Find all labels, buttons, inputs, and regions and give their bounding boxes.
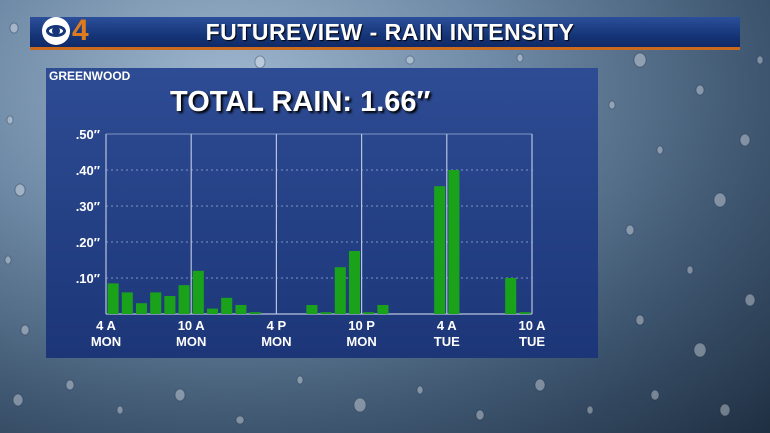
rain-bar: [377, 305, 389, 314]
rain-bar: [505, 278, 517, 314]
rain-bar: [363, 312, 375, 314]
rain-bar: [107, 283, 119, 314]
x-tick-day-label: MON: [176, 334, 206, 349]
x-tick-label: 4 A: [96, 318, 116, 333]
rain-bar: [164, 296, 176, 314]
rain-bar: [150, 292, 162, 314]
cbs-eye-icon: [42, 17, 70, 45]
y-tick-label: .30″: [76, 199, 100, 214]
y-tick-label: .20″: [76, 235, 100, 250]
x-tick-day-label: MON: [346, 334, 376, 349]
rain-bar: [448, 170, 460, 314]
rain-bar: [519, 312, 531, 314]
rain-bar: [249, 312, 261, 314]
logo-number: 4: [72, 14, 89, 47]
rain-bar: [348, 251, 361, 314]
station-logo: 4: [42, 15, 112, 47]
rain-bar: [206, 308, 219, 314]
x-tick-day-label: TUE: [519, 334, 545, 349]
y-tick-label: .10″: [76, 271, 100, 286]
rain-bar: [235, 305, 247, 314]
rain-bar: [121, 292, 133, 314]
rain-bar: [192, 270, 204, 314]
rain-bar: [221, 297, 233, 314]
rain-bar: [434, 186, 446, 314]
x-tick-label: 10 A: [519, 318, 547, 333]
x-tick-day-label: MON: [91, 334, 121, 349]
rain-bar: [135, 303, 148, 314]
total-rain-label: TOTAL RAIN: 1.66″: [170, 86, 431, 118]
location-label: GREENWOOD: [49, 69, 131, 83]
y-tick-label: .40″: [76, 163, 100, 178]
x-tick-label: 4 A: [437, 318, 457, 333]
x-tick-label: 4 P: [267, 318, 287, 333]
rain-bar: [320, 312, 332, 314]
x-tick-day-label: MON: [261, 334, 291, 349]
rain-bar: [306, 305, 318, 314]
rain-bar: [334, 267, 346, 314]
x-tick-label: 10 A: [178, 318, 206, 333]
x-tick-day-label: TUE: [434, 334, 460, 349]
rain-bar: [178, 285, 190, 314]
x-tick-label: 10 P: [348, 318, 375, 333]
page-title: FUTUREVIEW - RAIN INTENSITY: [205, 18, 575, 45]
title-bar: [30, 17, 740, 50]
y-tick-label: .50″: [76, 127, 100, 142]
